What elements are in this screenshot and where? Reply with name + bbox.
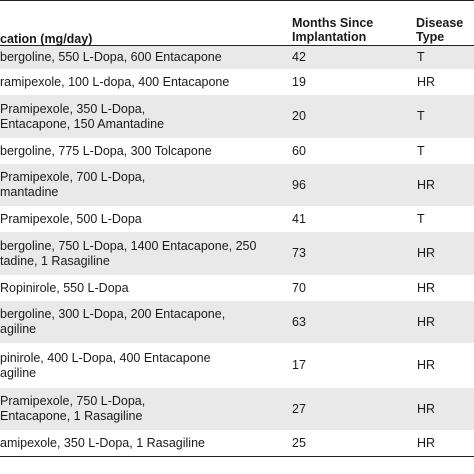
table-row: bergoline, 775 L-Dopa, 300 Tolcapone 60 T: [0, 139, 474, 164]
medication-line: bergoline, 775 L-Dopa, 300 Tolcapone: [0, 144, 212, 158]
header-months-line1: Months Since: [292, 16, 374, 30]
table-row: Pramipexole, 350 L-Dopa, Entacapone, 150 …: [0, 95, 474, 139]
medication-line: tadine, 1 Rasagiline: [0, 254, 110, 268]
medication-line: amipexole, 350 L-Dopa, 1 Rasagiline: [0, 436, 205, 450]
cell-months: 27: [292, 402, 306, 416]
cell-disease-type: HR: [417, 281, 436, 295]
medication-line: agiline: [0, 322, 37, 336]
cell-disease-type: HR: [417, 436, 436, 450]
header-months: Months Since Implantation: [292, 16, 402, 44]
cell-medication: Pramipexole, 700 L-Dopa, mantadine: [0, 170, 290, 200]
header-disease-line1: Disease: [416, 16, 464, 30]
cell-disease-type: T: [417, 144, 425, 158]
cell-medication: bergoline, 775 L-Dopa, 300 Tolcapone: [0, 144, 290, 159]
medication-line: bergoline, 300 L-Dopa, 200 Entacapone,: [0, 307, 226, 321]
header-disease-type: Disease Type: [416, 16, 474, 44]
cell-months: 60: [292, 144, 306, 158]
cell-months: 19: [292, 75, 306, 89]
table-row: Pramipexole, 500 L-Dopa 41 T: [0, 207, 474, 232]
cell-medication: pinirole, 400 L-Dopa, 400 Entacapone agil…: [0, 351, 290, 381]
cell-disease-type: HR: [417, 75, 436, 89]
table-row: bergoline, 550 L-Dopa, 600 Entacapone 42 T: [0, 46, 474, 70]
cell-disease-type: T: [417, 109, 425, 123]
cell-disease-type: HR: [417, 246, 436, 260]
header-disease-line2: Type: [416, 30, 445, 44]
cell-medication: bergoline, 300 L-Dopa, 200 Entacapone, ag…: [0, 307, 290, 337]
cell-medication: bergoline, 550 L-Dopa, 600 Entacapone: [0, 50, 290, 65]
cell-medication: bergoline, 750 L-Dopa, 1400 Entacapone, …: [0, 239, 290, 269]
medication-line: Pramipexole, 500 L-Dopa: [0, 212, 142, 226]
header-medication: cation (mg/day): [0, 32, 93, 46]
medication-line: Pramipexole, 350 L-Dopa,: [0, 102, 146, 116]
cell-medication: Pramipexole, 750 L-Dopa, Entacapone, 1 Ra…: [0, 394, 290, 424]
table-row: Pramipexole, 700 L-Dopa, mantadine 96 HR: [0, 164, 474, 207]
header-months-line2: Implantation: [292, 30, 367, 44]
medication-line: pinirole, 400 L-Dopa, 400 Entacapone: [0, 351, 211, 365]
cell-months: 25: [292, 436, 306, 450]
cell-months: 17: [292, 358, 306, 372]
cell-medication: ramipexole, 100 L-dopa, 400 Entacapone: [0, 75, 290, 90]
cell-disease-type: HR: [417, 315, 436, 329]
cell-medication: amipexole, 350 L-Dopa, 1 Rasagiline: [0, 436, 290, 451]
cell-medication: Ropinirole, 550 L-Dopa: [0, 281, 290, 296]
cell-months: 20: [292, 109, 306, 123]
table-row: pinirole, 400 L-Dopa, 400 Entacapone agil…: [0, 344, 474, 388]
table-row: bergoline, 750 L-Dopa, 1400 Entacapone, …: [0, 232, 474, 276]
medication-line: Pramipexole, 750 L-Dopa,: [0, 394, 146, 408]
medication-line: Pramipexole, 700 L-Dopa,: [0, 170, 146, 184]
medication-line: mantadine: [0, 185, 59, 199]
table-row: Pramipexole, 750 L-Dopa, Entacapone, 1 Ra…: [0, 388, 474, 431]
cell-disease-type: T: [417, 212, 425, 226]
medication-line: Entacapone, 150 Amantadine: [0, 117, 165, 131]
cell-disease-type: HR: [417, 358, 436, 372]
medication-table: cation (mg/day) Months Since Implantatio…: [0, 0, 474, 457]
cell-months: 42: [292, 50, 306, 64]
table-row: bergoline, 300 L-Dopa, 200 Entacapone, ag…: [0, 301, 474, 344]
cell-months: 41: [292, 212, 306, 226]
medication-line: Ropinirole, 550 L-Dopa: [0, 281, 129, 295]
cell-months: 63: [292, 315, 306, 329]
cell-disease-type: HR: [417, 402, 436, 416]
table-body: bergoline, 550 L-Dopa, 600 Entacapone 42 T…: [0, 46, 474, 457]
medication-line: bergoline, 750 L-Dopa, 1400 Entacapone, …: [0, 239, 257, 253]
cell-months: 96: [292, 178, 306, 192]
table-row: Ropinirole, 550 L-Dopa 70 HR: [0, 276, 474, 301]
medication-line: Entacapone, 1 Rasagiline: [0, 409, 143, 423]
medication-line: ramipexole, 100 L-dopa, 400 Entacapone: [0, 75, 230, 89]
cell-months: 73: [292, 246, 306, 260]
medication-line: agiline: [0, 366, 37, 380]
medication-line: bergoline, 550 L-Dopa, 600 Entacapone: [0, 50, 222, 64]
table-header: cation (mg/day) Months Since Implantatio…: [0, 0, 474, 46]
cell-months: 70: [292, 281, 306, 295]
cell-medication: Pramipexole, 350 L-Dopa, Entacapone, 150 …: [0, 102, 290, 132]
cell-disease-type: T: [417, 50, 425, 64]
table-row: amipexole, 350 L-Dopa, 1 Rasagiline 25 HR: [0, 431, 474, 457]
table-row: ramipexole, 100 L-dopa, 400 Entacapone 19…: [0, 70, 474, 95]
cell-disease-type: HR: [417, 178, 436, 192]
cell-medication: Pramipexole, 500 L-Dopa: [0, 212, 290, 227]
